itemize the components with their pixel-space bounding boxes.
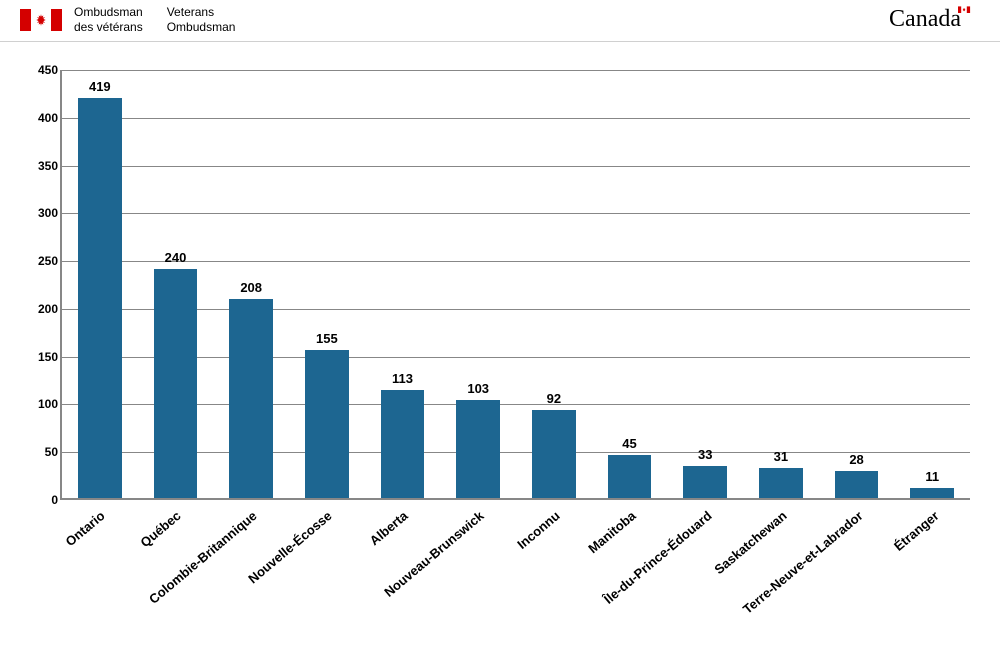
bar-value-label: 103 [467,381,489,396]
x-category-label: Inconnu [514,508,562,552]
bar: 33 [683,466,727,498]
bar-slot: 103 [440,70,516,498]
plot-area: 419 240 208 155 113 103 92 45 33 31 28 11 [60,70,970,500]
bar: 240 [154,269,198,498]
canada-flag-icon [20,9,62,31]
x-label-slot: Nouveau-Brunswick [439,502,515,652]
bar: 92 [532,410,576,498]
org-fr-line1: Ombudsman [74,5,143,20]
bar: 155 [305,350,349,498]
bar-value-label: 92 [547,391,561,406]
org-name-fr: Ombudsman des vétérans [74,5,143,35]
x-label-slot: Étranger [894,502,970,652]
bar-chart: 419 240 208 155 113 103 92 45 33 31 28 11 0 50 100 150… [20,50,980,660]
x-label-slot: Ontario [60,502,136,652]
bar-slot: 92 [516,70,592,498]
y-tick-label: 450 [23,63,58,77]
wordmark-flag-icon [958,6,970,13]
bar: 28 [835,471,879,498]
x-label-slot: Inconnu [515,502,591,652]
org-name-en: Veterans Ombudsman [167,5,236,35]
x-category-label: Manitoba [585,508,638,556]
x-category-label: Alberta [367,508,411,548]
x-category-label: Étranger [891,508,942,554]
bar: 113 [381,390,425,498]
bar-value-label: 31 [774,449,788,464]
y-tick-label: 0 [23,493,58,507]
y-tick-label: 250 [23,254,58,268]
bar-value-label: 113 [392,371,413,386]
bar-slot: 31 [743,70,819,498]
bar: 11 [910,488,954,499]
bar-slot: 33 [667,70,743,498]
y-tick-label: 300 [23,206,58,220]
bar-value-label: 45 [622,436,636,451]
bar-slot: 28 [819,70,895,498]
x-label-slot: Nouvelle-Écosse [287,502,363,652]
org-en-line1: Veterans [167,5,236,20]
header-left: Ombudsman des vétérans Veterans Ombudsma… [20,5,235,35]
bar-value-label: 240 [165,250,187,265]
bar-value-label: 33 [698,447,712,462]
bar-slot: 208 [213,70,289,498]
header-org-name: Ombudsman des vétérans Veterans Ombudsma… [74,5,235,35]
bar-value-label: 28 [849,452,863,467]
canada-wordmark: Canada [889,6,980,33]
bar-slot: 11 [894,70,970,498]
bar: 208 [229,299,273,498]
y-tick-label: 400 [23,111,58,125]
wordmark-text: Canada [889,6,961,32]
bars-container: 419 240 208 155 113 103 92 45 33 31 28 11 [62,70,970,498]
x-axis-labels: OntarioQuébecColombie-BritanniqueNouvell… [60,502,970,652]
bar-slot: 113 [365,70,441,498]
y-tick-label: 150 [23,350,58,364]
bar: 419 [78,98,122,498]
x-category-label: Ontario [62,508,107,549]
page-header: Ombudsman des vétérans Veterans Ombudsma… [0,0,1000,42]
y-tick-label: 100 [23,397,58,411]
bar: 45 [608,455,652,498]
y-tick-label: 50 [23,445,58,459]
y-tick-label: 350 [23,159,58,173]
org-en-line2: Ombudsman [167,20,236,35]
bar-slot: 45 [592,70,668,498]
x-label-slot: Terre-Neuve-et-Labrador [818,502,894,652]
x-category-label: Québec [137,508,183,550]
bar-value-label: 11 [925,469,939,484]
org-fr-line2: des vétérans [74,20,143,35]
bar-value-label: 419 [89,79,111,94]
x-label-slot: Île-du-Prince-Édouard [667,502,743,652]
bar-value-label: 155 [316,331,338,346]
bar-slot: 240 [138,70,214,498]
bar-slot: 155 [289,70,365,498]
bar: 103 [456,400,500,498]
y-tick-label: 200 [23,302,58,316]
bar-value-label: 208 [240,280,262,295]
bar-slot: 419 [62,70,138,498]
bar: 31 [759,468,803,498]
